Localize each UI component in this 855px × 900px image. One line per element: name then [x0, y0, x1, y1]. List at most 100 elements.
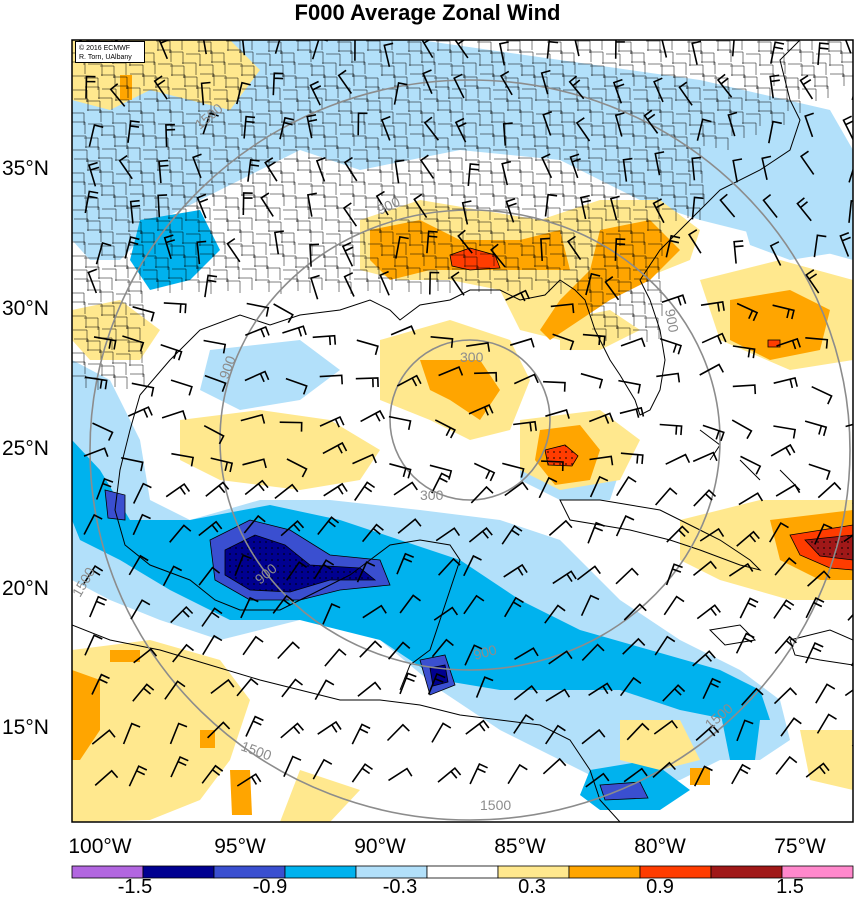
county-border: [365, 206, 380, 219]
county-border: [619, 304, 634, 317]
county-border: [730, 65, 745, 78]
county-border: [295, 266, 310, 279]
county-border: [605, 40, 620, 52]
wind-barb: [739, 597, 759, 619]
county-border: [295, 86, 310, 99]
wind-barb: [659, 423, 683, 436]
wind-barb: [84, 190, 99, 214]
wind-barb: [662, 684, 686, 702]
county-border: [619, 64, 634, 77]
wind-barb: [163, 302, 187, 314]
county-border: [564, 218, 579, 231]
county-border: [462, 182, 477, 195]
county-border: [266, 267, 281, 280]
county-border: [757, 101, 772, 114]
county-border: [561, 121, 576, 134]
wind-barb: [244, 370, 270, 383]
wind-barb: [352, 453, 377, 465]
county-border: [632, 315, 647, 328]
county-border: [620, 193, 635, 206]
wind-barb: [691, 196, 704, 220]
wind-barb: [545, 409, 570, 419]
wind-barb: [805, 597, 825, 619]
wind-barb: [198, 566, 221, 586]
wind-barb: [202, 40, 207, 55]
wind-barb: [283, 755, 302, 778]
county-border: [325, 219, 340, 232]
wind-barb: [127, 406, 153, 418]
wind-barb: [433, 606, 459, 621]
county-border: [408, 170, 423, 183]
contour-label: 900: [216, 353, 239, 381]
county-border: [536, 113, 551, 126]
county-border: [254, 145, 269, 158]
county-border: [547, 101, 562, 114]
county-border: [701, 61, 716, 74]
wind-barb: [133, 647, 158, 664]
wind-barb: [501, 160, 512, 186]
county-border: [508, 183, 523, 196]
county-border: [744, 85, 759, 98]
county-border: [87, 229, 102, 242]
wind-barb: [164, 680, 186, 700]
county-border: [338, 230, 353, 243]
county-border: [632, 255, 647, 268]
county-border: [465, 219, 480, 232]
wind-barb: [799, 150, 815, 175]
wind-barb: [769, 522, 789, 543]
county-border: [616, 87, 631, 100]
wind-barb: [242, 458, 267, 469]
county-border: [127, 221, 142, 234]
county-border: [577, 109, 592, 122]
wind-barb: [396, 374, 422, 387]
county-border: [74, 158, 89, 171]
county-border: [732, 88, 747, 101]
county-border: [519, 111, 534, 124]
county-border: [312, 208, 327, 221]
county-border: [633, 209, 648, 222]
county-border: [717, 109, 732, 122]
county-border: [406, 87, 421, 100]
county-border: [449, 171, 464, 184]
county-border: [393, 136, 408, 149]
county-border: [716, 40, 731, 53]
wind-barb: [360, 409, 386, 423]
county-border: [648, 183, 663, 196]
lon-label: 80°W: [634, 835, 686, 858]
county-border: [686, 207, 701, 220]
county-border: [240, 245, 255, 258]
county-border: [227, 169, 242, 182]
county-border: [518, 277, 533, 290]
county-border: [100, 125, 115, 138]
county-border: [784, 77, 799, 90]
wind-barb: [799, 74, 814, 100]
shade-yellow: [620, 720, 700, 770]
wind-barb: [274, 40, 289, 54]
county-border: [438, 243, 453, 256]
wind-barb: [576, 565, 601, 581]
county-border: [590, 65, 605, 78]
wind-barb: [569, 153, 581, 179]
county-border: [660, 125, 675, 138]
county-border: [169, 231, 184, 244]
county-border: [827, 41, 842, 54]
county-border: [183, 136, 198, 149]
county-border: [116, 293, 131, 306]
county-border: [493, 209, 508, 222]
county-border: [492, 195, 507, 208]
wind-barb: [773, 425, 797, 439]
county-border: [576, 100, 591, 113]
county-border: [85, 326, 100, 339]
county-border: [604, 325, 619, 338]
county-border: [200, 193, 215, 206]
county-border: [787, 40, 789, 51]
county-border: [535, 279, 550, 292]
county-border: [588, 277, 603, 290]
county-border: [129, 124, 144, 137]
county-border: [672, 62, 687, 75]
county-border: [382, 148, 397, 161]
wind-barb: [609, 195, 620, 221]
wind-barb: [844, 689, 853, 697]
wind-barb: [394, 159, 405, 184]
county-border: [170, 125, 185, 138]
